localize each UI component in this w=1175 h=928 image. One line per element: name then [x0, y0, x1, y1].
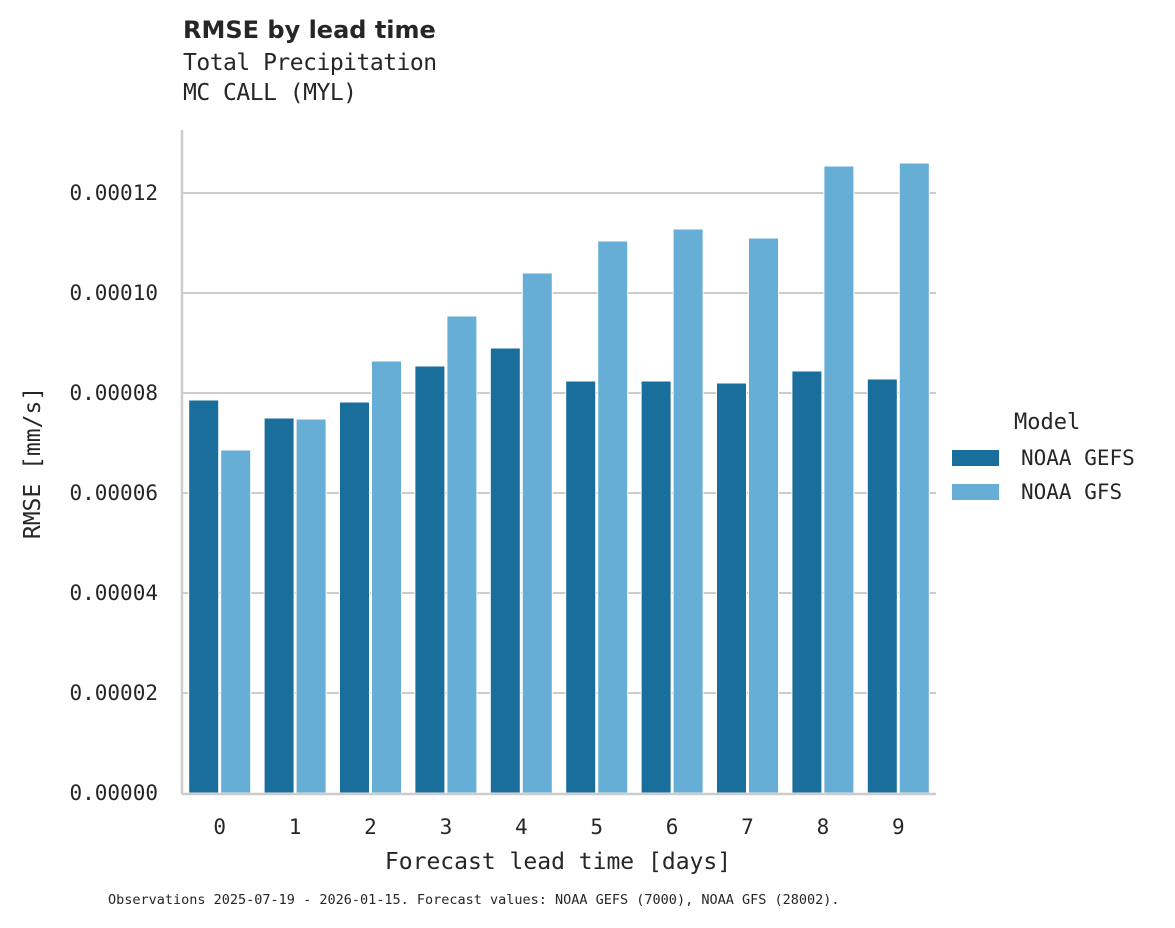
chart-title: RMSE by lead time [183, 16, 436, 44]
bar-noaa-gefs [339, 401, 370, 794]
bar-noaa-gefs [565, 380, 597, 794]
bar-noaa-gfs [220, 449, 252, 794]
y-tick-label: 0.00008 [69, 381, 158, 405]
y-tick-label: 0.00000 [69, 781, 158, 805]
axes [180, 130, 936, 796]
bar-noaa-gfs [672, 228, 704, 794]
x-tick-label: 4 [515, 815, 528, 839]
x-tick-label: 2 [364, 815, 377, 839]
legend-label-gefs: NOAA GEFS [1021, 446, 1135, 470]
bar-noaa-gfs [295, 418, 327, 794]
bar-noaa-gefs [640, 380, 672, 794]
bar-noaa-gfs [446, 315, 478, 794]
x-tick-label: 0 [213, 815, 226, 839]
bar-noaa-gfs [371, 360, 402, 794]
legend-swatch-gfs [952, 484, 999, 500]
x-tick-label: 5 [590, 815, 603, 839]
legend-item-gefs: NOAA GEFS [952, 441, 1135, 475]
y-tick-label: 0.00012 [69, 181, 158, 205]
bar-noaa-gefs [263, 417, 295, 794]
x-tick-label: 8 [817, 815, 830, 839]
x-tick-label: 1 [289, 815, 302, 839]
y-tick-label: 0.00006 [69, 481, 158, 505]
bar-noaa-gfs [823, 165, 855, 794]
legend-swatch-gefs [952, 450, 999, 466]
chart-subtitle-station: MC CALL (MYL) [183, 80, 357, 106]
legend-title: Model [1014, 410, 1081, 435]
bar-noaa-gefs [414, 365, 446, 794]
bar-noaa-gefs [866, 378, 898, 794]
bar-noaa-gfs [597, 240, 629, 794]
x-axis-label: Forecast lead time [days] [385, 849, 731, 875]
bar-noaa-gefs [489, 347, 521, 794]
bar-noaa-gefs [791, 370, 823, 794]
y-tick-label: 0.00004 [69, 581, 158, 605]
bars [188, 162, 930, 794]
bar-noaa-gfs [521, 272, 553, 794]
chart-subtitle-variable: Total Precipitation [183, 50, 437, 76]
bar-noaa-gefs [188, 399, 220, 794]
y-tick-label: 0.00010 [69, 281, 158, 305]
y-axis-label: RMSE [mm/s] [20, 387, 46, 539]
gridlines [182, 192, 936, 694]
bar-noaa-gfs [898, 162, 930, 794]
legend: Model NOAA GEFS NOAA GFS [952, 410, 1135, 509]
x-tick-label: 7 [741, 815, 754, 839]
bar-noaa-gefs [716, 382, 747, 794]
x-tick-label: 9 [892, 815, 905, 839]
legend-label-gfs: NOAA GFS [1021, 480, 1123, 504]
y-axis-ticks: 0.00000 0.00002 0.00004 0.00006 0.00008 0.000… [69, 181, 158, 805]
footnote: Observations 2025-07-19 - 2026-01-15. Fo… [108, 892, 840, 908]
y-tick-label: 0.00002 [69, 681, 158, 705]
legend-item-gfs: NOAA GFS [952, 475, 1135, 509]
x-tick-label: 6 [666, 815, 679, 839]
x-tick-label: 3 [440, 815, 453, 839]
x-axis-ticks: 0 1 2 3 4 5 6 7 8 9 [213, 815, 904, 839]
bar-noaa-gfs [748, 237, 779, 794]
